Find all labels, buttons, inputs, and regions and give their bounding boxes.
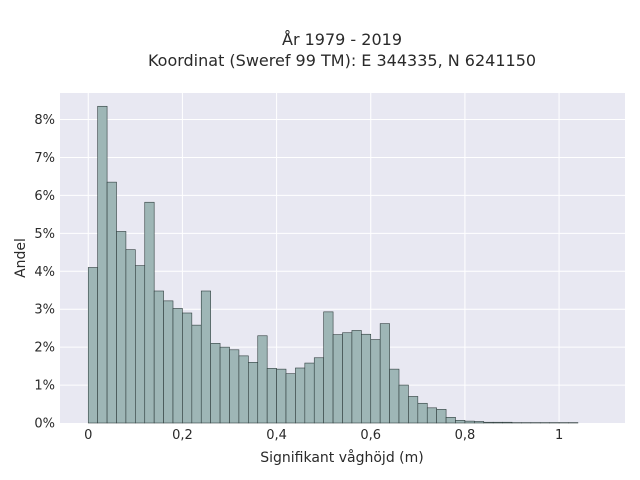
histogram-bars	[87, 105, 579, 424]
x-tick-label: 0,4	[266, 428, 287, 443]
histogram-bar	[257, 335, 268, 424]
histogram-bar	[351, 330, 362, 424]
y-tick-label: 4%	[34, 265, 55, 280]
x-tick-label: 0,2	[172, 428, 193, 443]
histogram-bar	[436, 409, 447, 424]
histogram-bar	[464, 420, 475, 424]
histogram-bar	[135, 265, 146, 424]
histogram-bar	[483, 421, 494, 424]
histogram-bar	[304, 362, 315, 424]
histogram-bar	[389, 368, 400, 424]
x-axis-label: Signifikant våghöjd (m)	[260, 449, 423, 466]
histogram-bar	[116, 231, 127, 424]
histogram-bar	[492, 421, 503, 424]
x-tick-label: 0,6	[360, 428, 381, 443]
x-axis-ticks: 0 0,2 0,4 0,6 0,8 1	[84, 428, 563, 443]
histogram-bar	[361, 333, 372, 424]
histogram-bar	[163, 300, 174, 424]
histogram-bar	[342, 332, 353, 424]
histogram-bar	[408, 396, 419, 424]
x-tick-label: 1	[555, 428, 563, 443]
histogram-bar	[474, 421, 485, 424]
histogram-bar	[191, 324, 202, 424]
x-tick-label: 0	[84, 428, 92, 443]
histogram-bar	[445, 417, 456, 424]
y-tick-label: 0%	[34, 417, 55, 432]
histogram-bar	[323, 311, 334, 424]
histogram-bar	[398, 384, 409, 424]
histogram-bar	[502, 421, 513, 424]
histogram-bar	[276, 368, 287, 424]
histogram-bar	[172, 308, 183, 424]
histogram-bar	[200, 290, 211, 424]
histogram-bar	[313, 357, 324, 424]
histogram-bar	[125, 249, 136, 424]
chart-subtitle: Koordinat (Sweref 99 TM): E 344335, N 62…	[148, 51, 536, 70]
histogram-bar	[285, 373, 296, 424]
histogram-bar	[238, 355, 249, 424]
y-axis-ticks: 0% 1% 2% 3% 4% 5% 6% 7% 8%	[34, 113, 55, 431]
histogram-bar	[97, 105, 108, 424]
y-tick-label: 1%	[34, 379, 55, 394]
histogram-bar	[455, 420, 466, 424]
y-tick-label: 2%	[34, 341, 55, 356]
histogram-bar	[295, 367, 306, 424]
x-tick-label: 0,8	[455, 428, 476, 443]
y-tick-label: 5%	[34, 227, 55, 242]
histogram-bar	[417, 402, 428, 424]
histogram-bar	[210, 343, 221, 424]
histogram-bar	[379, 323, 390, 424]
histogram-bar	[248, 362, 259, 424]
histogram-bar	[370, 339, 381, 424]
histogram-bar	[332, 334, 343, 424]
y-axis-label: Andel	[13, 238, 29, 278]
y-tick-label: 8%	[34, 113, 55, 128]
histogram-bar	[266, 368, 277, 424]
y-tick-label: 3%	[34, 303, 55, 318]
y-tick-label: 7%	[34, 151, 55, 166]
histogram-bar	[182, 312, 193, 424]
histogram-bar	[229, 349, 240, 424]
histogram-bar	[87, 267, 98, 424]
histogram-bar	[153, 290, 164, 424]
histogram-bar	[219, 346, 230, 424]
histogram-bar	[426, 407, 437, 424]
histogram-bar	[144, 201, 155, 424]
y-tick-label: 6%	[34, 189, 55, 204]
histogram-bar	[106, 181, 117, 424]
chart-title: År 1979 - 2019	[282, 30, 402, 49]
